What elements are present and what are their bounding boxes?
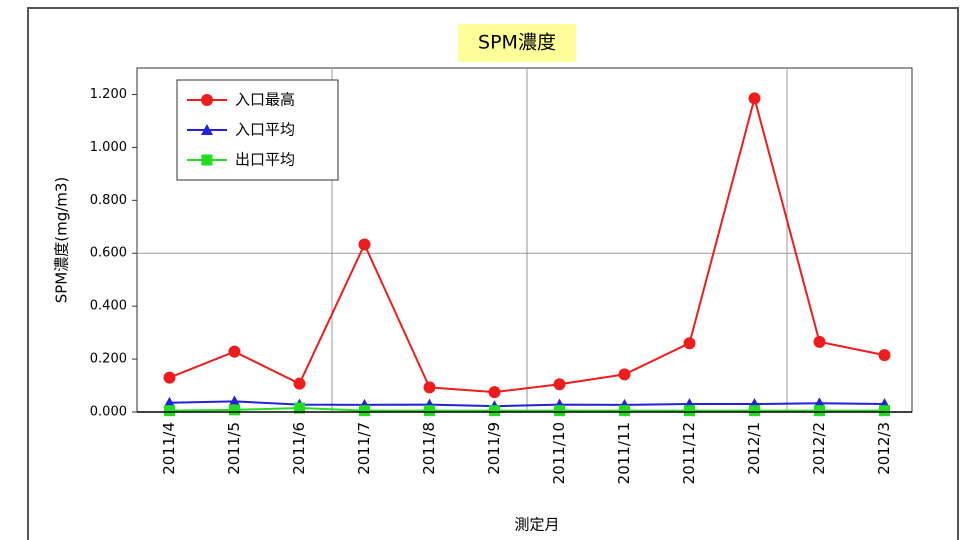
x-tick-label: 2012/2 <box>810 422 828 475</box>
marker <box>424 405 435 417</box>
series-line <box>169 94 885 394</box>
marker <box>358 238 371 251</box>
y-tick-label: 1.200 <box>90 87 127 102</box>
legend-label: 入口最高 <box>235 91 295 109</box>
marker <box>683 337 696 350</box>
marker <box>359 405 370 417</box>
marker <box>163 371 176 384</box>
marker <box>164 405 175 417</box>
marker <box>201 94 213 106</box>
marker <box>229 404 240 416</box>
y-axis-label: SPM濃度(mg/m3) <box>53 177 71 304</box>
series-line <box>169 400 885 408</box>
marker <box>201 154 213 166</box>
marker <box>228 345 241 358</box>
x-tick-label: 2011/6 <box>290 422 308 475</box>
x-tick-label: 2011/5 <box>225 422 243 475</box>
x-tick-label: 2012/1 <box>745 422 763 475</box>
marker <box>228 395 241 407</box>
marker <box>294 402 305 414</box>
marker <box>879 405 890 417</box>
marker <box>163 396 176 408</box>
marker <box>554 405 565 417</box>
y-tick-label: 0.400 <box>90 299 127 314</box>
marker <box>813 335 826 348</box>
marker <box>488 386 501 399</box>
marker <box>749 405 760 417</box>
marker <box>684 405 695 417</box>
y-tick-label: 0.600 <box>90 246 127 261</box>
x-tick-label: 2011/7 <box>355 422 373 475</box>
legend-label: 出口平均 <box>235 151 295 169</box>
x-axis-label: 測定月 <box>514 516 559 534</box>
marker <box>618 368 631 381</box>
legend-label: 入口平均 <box>235 121 295 139</box>
marker <box>489 405 500 417</box>
x-tick-label: 2011/8 <box>420 422 438 475</box>
marker <box>423 381 436 394</box>
marker <box>748 92 761 105</box>
x-tick-label: 2012/3 <box>875 422 893 475</box>
y-tick-label: 0.000 <box>90 405 127 420</box>
marker <box>293 377 306 390</box>
x-tick-label: 2011/9 <box>485 422 503 475</box>
y-tick-label: 1.000 <box>90 140 127 155</box>
marker <box>814 405 825 417</box>
y-tick-label: 0.200 <box>90 352 127 367</box>
x-tick-label: 2011/4 <box>160 422 178 475</box>
y-tick-label: 0.800 <box>90 193 127 208</box>
marker <box>553 378 566 391</box>
x-tick-label: 2011/10 <box>550 422 568 484</box>
title-box <box>458 24 576 62</box>
x-tick-label: 2011/12 <box>680 422 698 484</box>
marker <box>619 405 630 417</box>
chart-title: SPM濃度 <box>478 32 556 54</box>
series-line <box>169 407 885 412</box>
marker <box>878 349 891 362</box>
x-tick-label: 2011/11 <box>615 422 633 484</box>
marker <box>201 124 213 135</box>
